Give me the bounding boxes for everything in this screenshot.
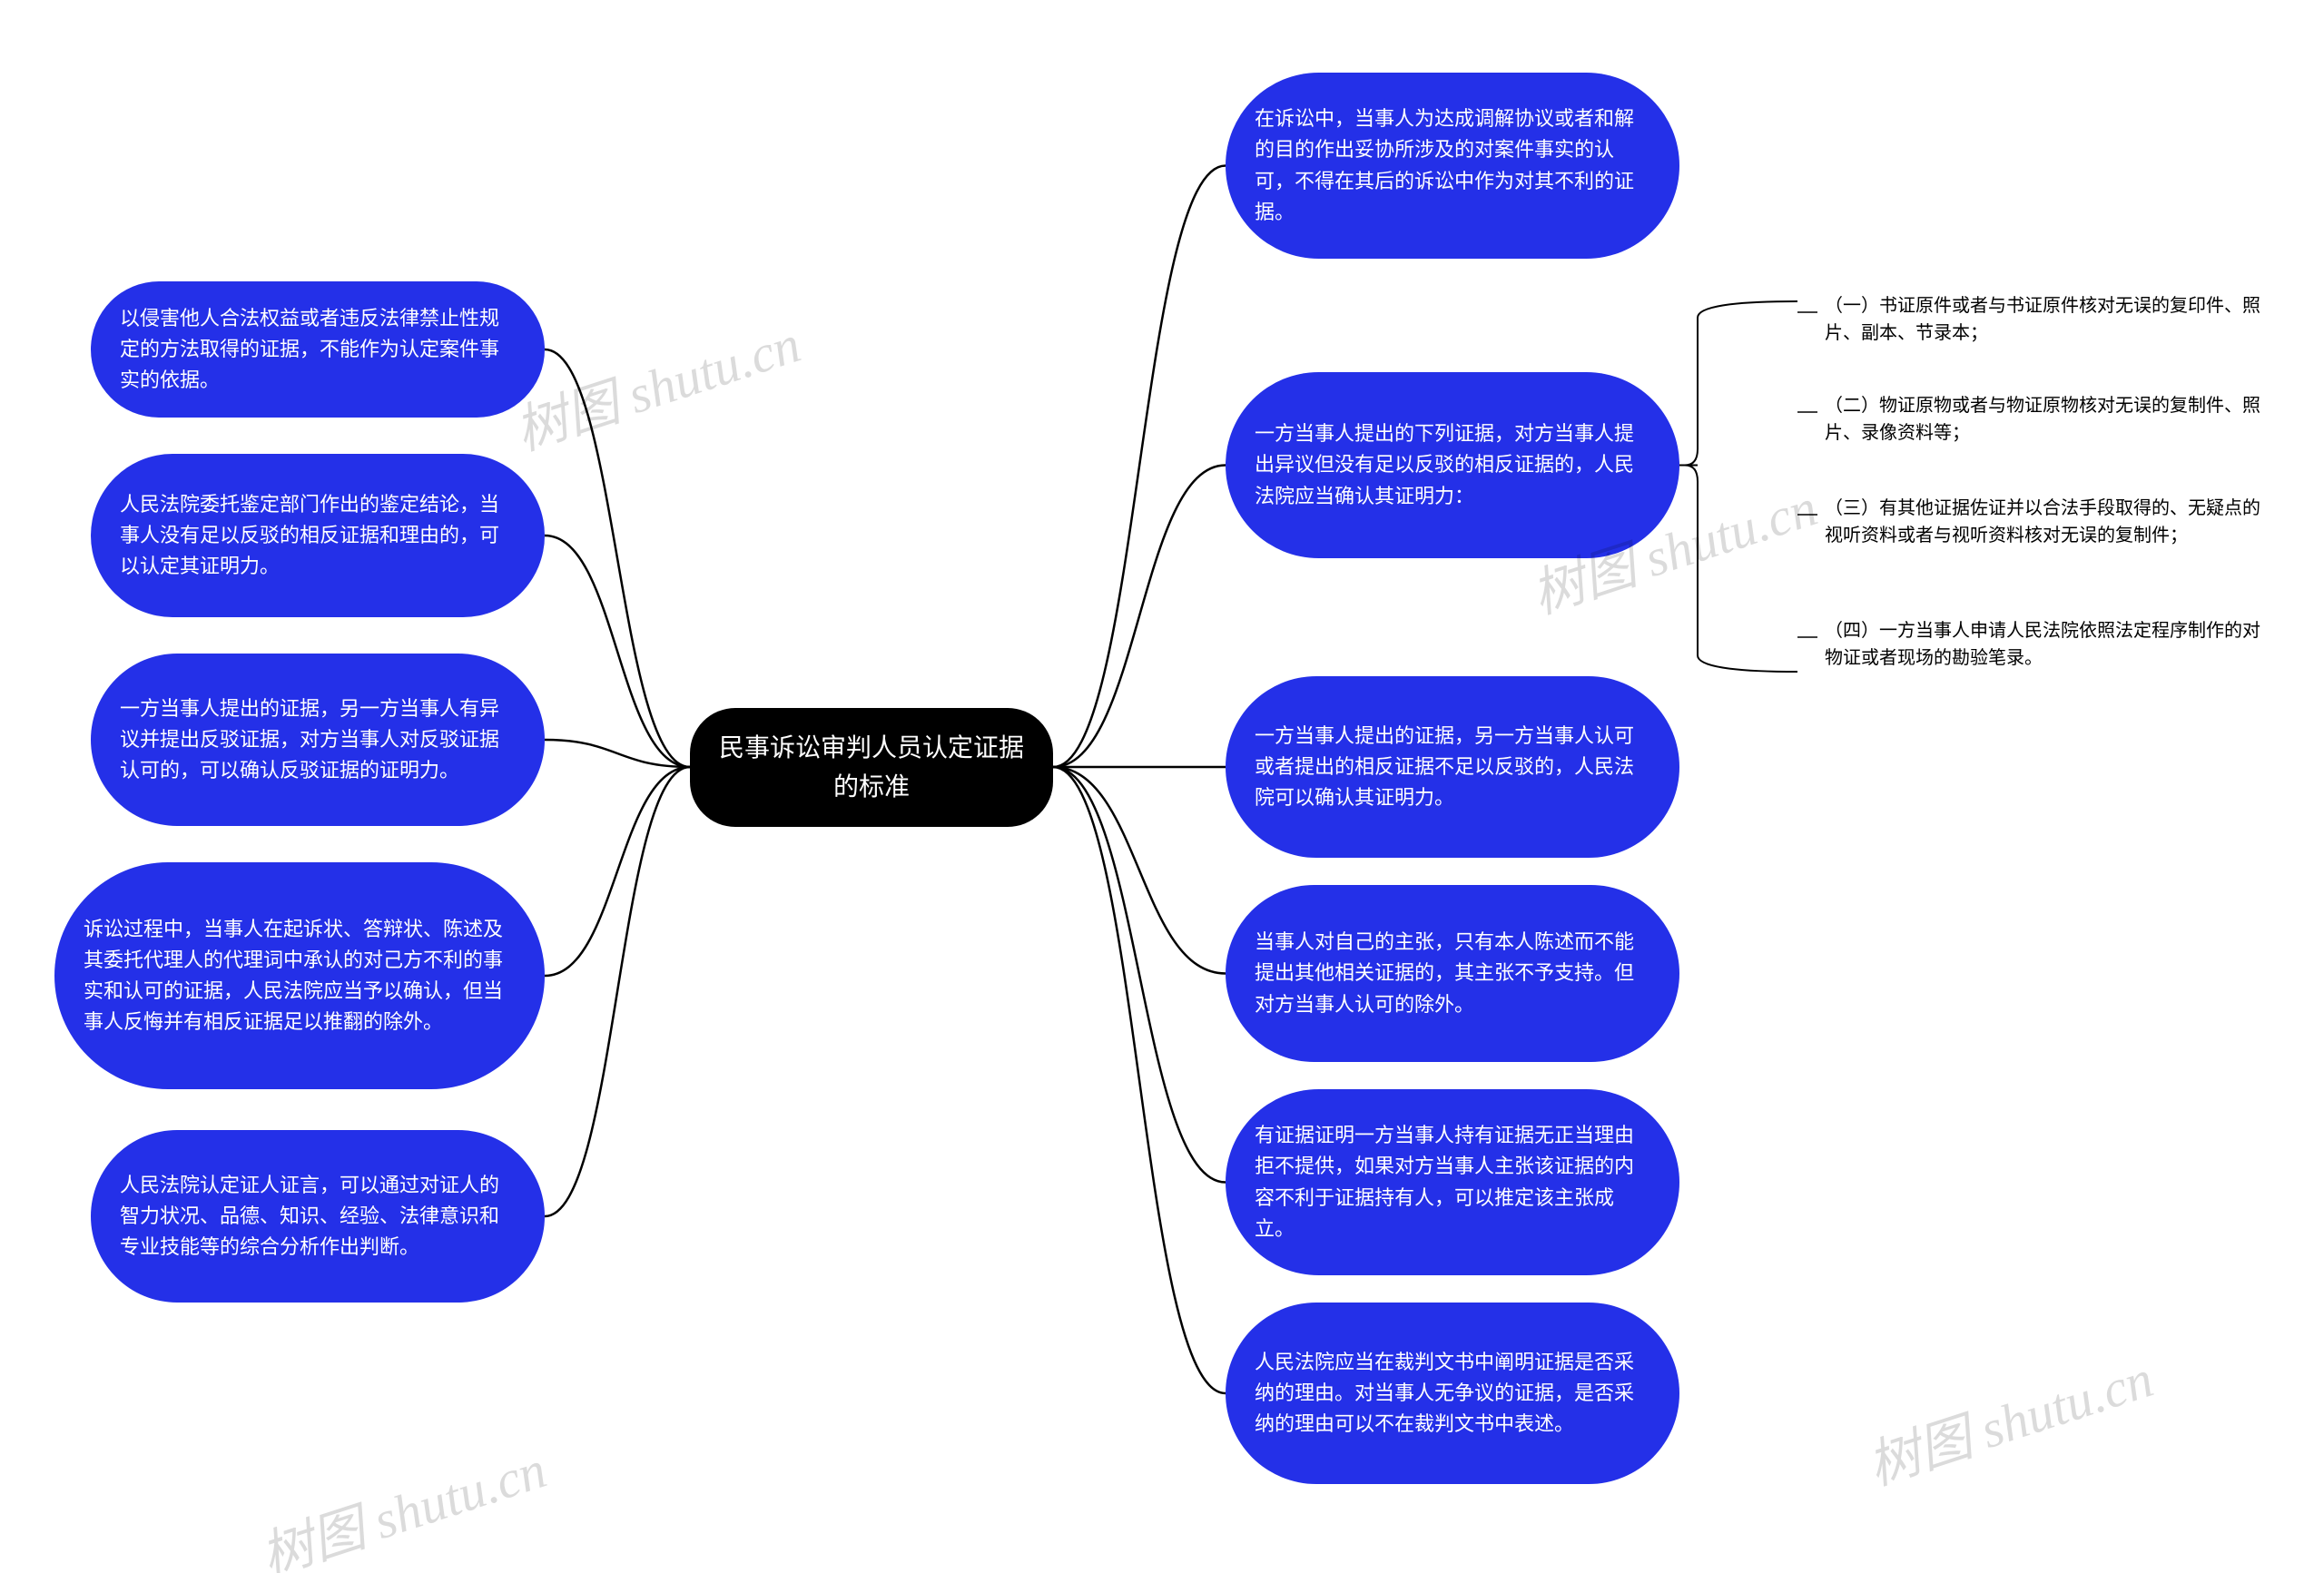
leaf-1-2: （三）有其他证据佐证并以合法手段取得的、无疑点的视听资料或者与视听资料核对无误的…: [1825, 495, 2260, 549]
leaf-1-3: （四）一方当事人申请人民法院依照法定程序制作的对物证或者现场的勘验笔录。: [1825, 617, 2260, 672]
watermark-2: 树图 shutu.cn: [250, 1427, 554, 1573]
right-branch-4-label: 有证据证明一方当事人持有证据无正当理由拒不提供，如果对方当事人主张该证据的内容不…: [1255, 1120, 1650, 1244]
left-branch-1: 人民法院委托鉴定部门作出的鉴定结论，当事人没有足以反驳的相反证据和理由的，可以认…: [91, 454, 545, 617]
left-branch-4: 人民法院认定证人证言，可以通过对证人的智力状况、品德、知识、经验、法律意识和专业…: [91, 1130, 545, 1303]
left-branch-3-label: 诉讼过程中，当事人在起诉状、答辩状、陈述及其委托代理人的代理词中承认的对己方不利…: [84, 914, 516, 1037]
right-branch-3-label: 当事人对自己的主张，只有本人陈述而不能提出其他相关证据的，其主张不予支持。但对方…: [1255, 927, 1650, 1019]
left-branch-3: 诉讼过程中，当事人在起诉状、答辩状、陈述及其委托代理人的代理词中承认的对己方不利…: [54, 862, 545, 1089]
center-node-label: 民事诉讼审判人员认定证据的标准: [719, 728, 1024, 807]
left-branch-2: 一方当事人提出的证据，另一方当事人有异议并提出反驳证据，对方当事人对反驳证据认可…: [91, 654, 545, 826]
leaf-1-1: （二）物证原物或者与物证原物核对无误的复制件、照片、录像资料等；: [1825, 392, 2260, 447]
right-branch-5: 人民法院应当在裁判文书中阐明证据是否采纳的理由。对当事人无争议的证据，是否采纳的…: [1226, 1303, 1679, 1484]
right-branch-5-label: 人民法院应当在裁判文书中阐明证据是否采纳的理由。对当事人无争议的证据，是否采纳的…: [1255, 1347, 1650, 1440]
right-branch-2: 一方当事人提出的证据，另一方当事人认可或者提出的相反证据不足以反驳的，人民法院可…: [1226, 676, 1679, 858]
left-branch-0: 以侵害他人合法权益或者违反法律禁止性规定的方法取得的证据，不能作为认定案件事实的…: [91, 281, 545, 418]
right-branch-1: 一方当事人提出的下列证据，对方当事人提出异议但没有足以反驳的相反证据的，人民法院…: [1226, 372, 1679, 558]
center-node: 民事诉讼审判人员认定证据的标准: [690, 708, 1053, 827]
right-branch-2-label: 一方当事人提出的证据，另一方当事人认可或者提出的相反证据不足以反驳的，人民法院可…: [1255, 721, 1650, 813]
right-branch-1-label: 一方当事人提出的下列证据，对方当事人提出异议但没有足以反驳的相反证据的，人民法院…: [1255, 418, 1650, 511]
right-branch-0: 在诉讼中，当事人为达成调解协议或者和解的目的作出妥协所涉及的对案件事实的认可，不…: [1226, 73, 1679, 259]
watermark-3: 树图 shutu.cn: [1856, 1336, 2161, 1499]
right-branch-4: 有证据证明一方当事人持有证据无正当理由拒不提供，如果对方当事人主张该证据的内容不…: [1226, 1089, 1679, 1275]
left-branch-1-label: 人民法院委托鉴定部门作出的鉴定结论，当事人没有足以反驳的相反证据和理由的，可以认…: [120, 489, 516, 582]
right-branch-0-label: 在诉讼中，当事人为达成调解协议或者和解的目的作出妥协所涉及的对案件事实的认可，不…: [1255, 103, 1650, 227]
watermark-0: 树图 shutu.cn: [504, 301, 808, 465]
left-branch-2-label: 一方当事人提出的证据，另一方当事人有异议并提出反驳证据，对方当事人对反驳证据认可…: [120, 693, 516, 786]
leaf-1-0: （一）书证原件或者与书证原件核对无误的复印件、照片、副本、节录本；: [1825, 292, 2260, 347]
right-branch-3: 当事人对自己的主张，只有本人陈述而不能提出其他相关证据的，其主张不予支持。但对方…: [1226, 885, 1679, 1062]
left-branch-0-label: 以侵害他人合法权益或者违反法律禁止性规定的方法取得的证据，不能作为认定案件事实的…: [120, 303, 516, 396]
left-branch-4-label: 人民法院认定证人证言，可以通过对证人的智力状况、品德、知识、经验、法律意识和专业…: [120, 1170, 516, 1263]
